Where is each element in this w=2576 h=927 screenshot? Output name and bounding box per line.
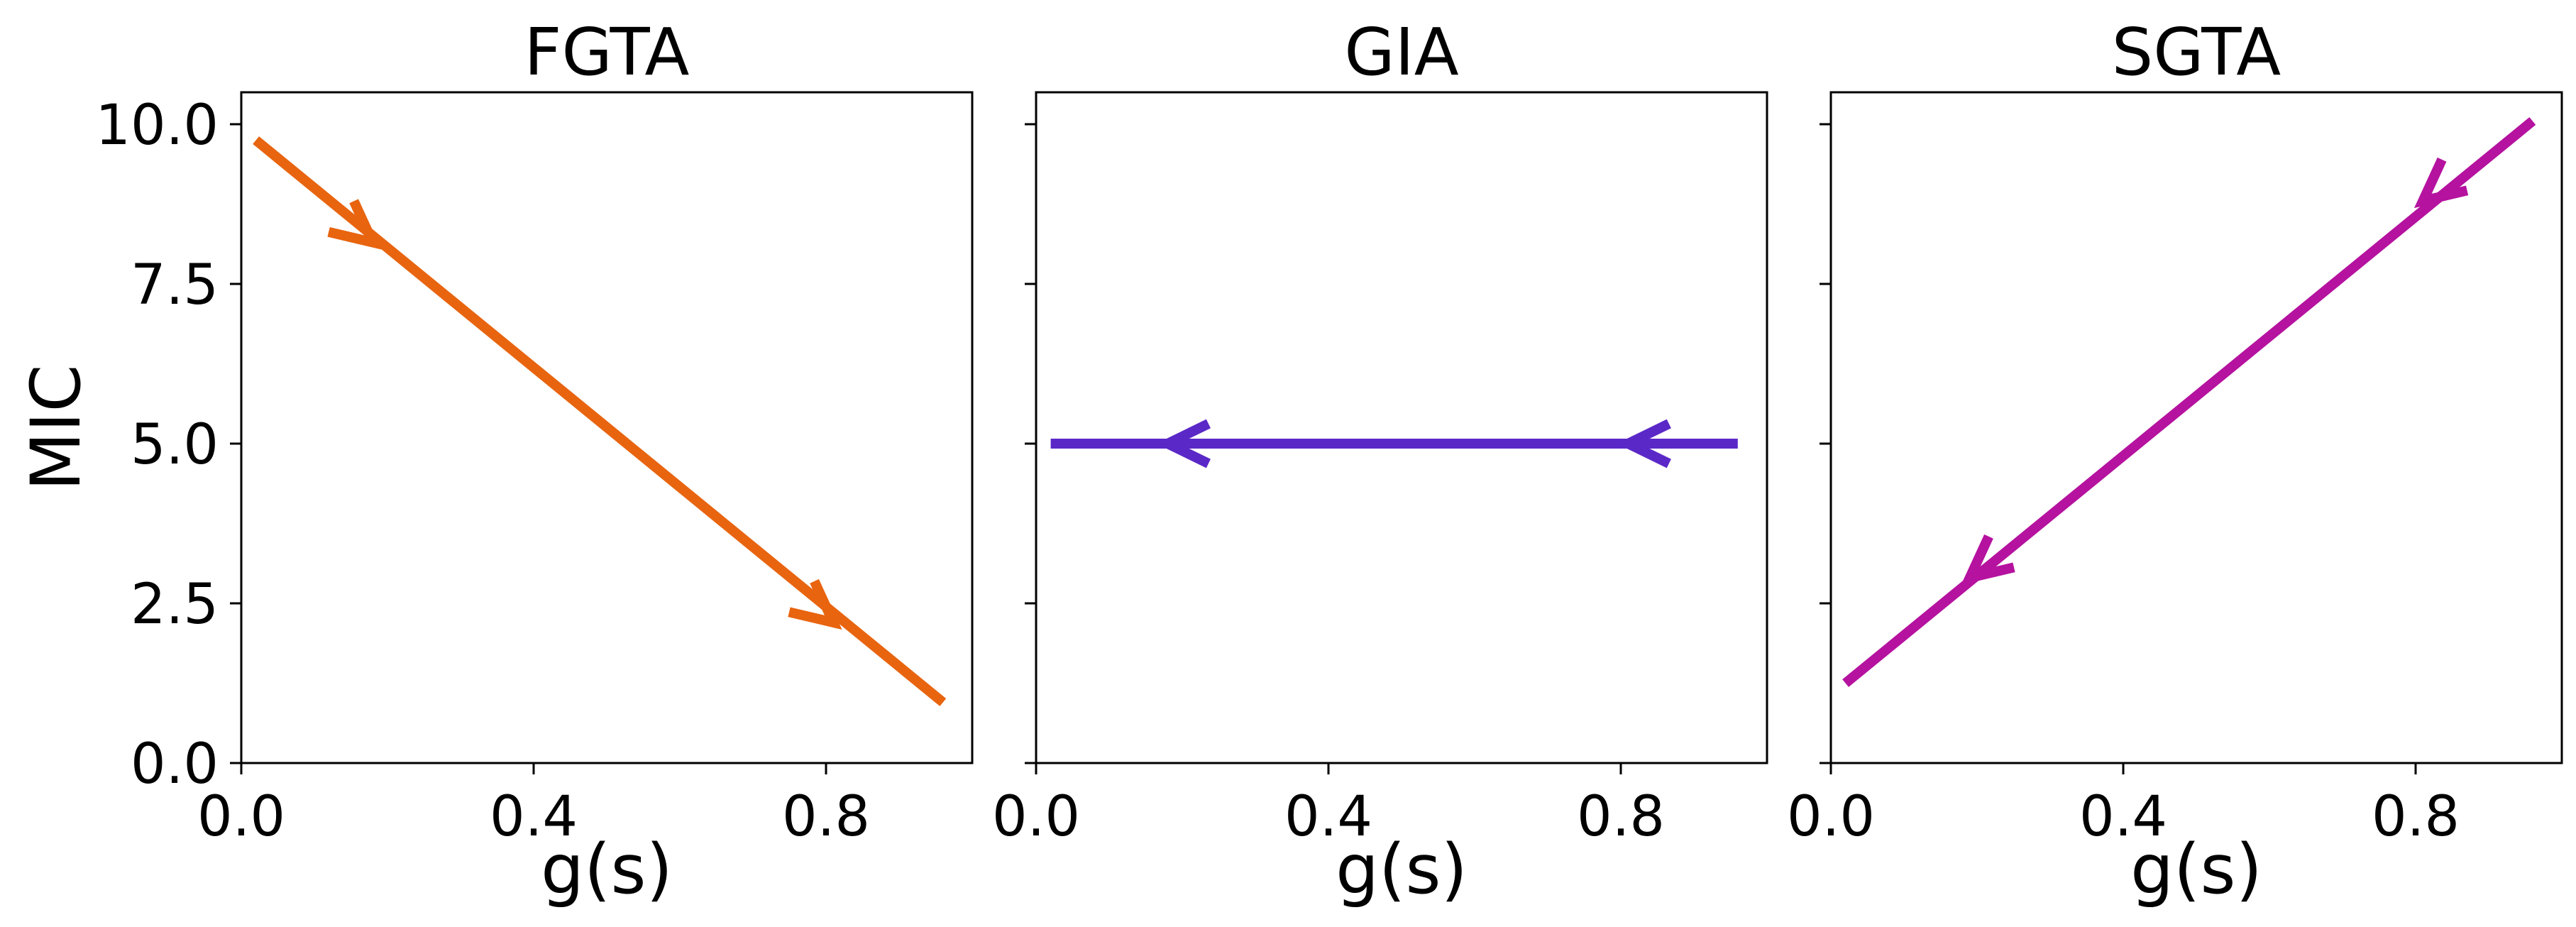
x-tick-label: 0.4 <box>1284 785 1372 849</box>
series-line <box>1842 117 2536 687</box>
axis-ticks-gia: 0.0 0.4 0.8 <box>992 123 1665 849</box>
chart-panel-gia: GIA g(s) 0.0 0.4 0.8 <box>992 14 1768 909</box>
x-axis-label-sgta: g(s) <box>2130 830 2262 909</box>
x-tick-label: 0.8 <box>782 785 870 849</box>
chart-panel-sgta: SGTA g(s) 0.0 0.4 0.8 <box>1787 14 2563 909</box>
y-tick-label: 0.0 <box>131 733 219 796</box>
data-marks-sgta <box>1842 117 2536 687</box>
x-tick-label: 0.0 <box>197 785 285 849</box>
chart-title-sgta: SGTA <box>2112 14 2281 90</box>
x-axis-label-gia: g(s) <box>1336 830 1468 909</box>
data-marks-fgta <box>253 136 947 706</box>
y-axis-label-mic: MIC <box>16 364 96 490</box>
y-tick-label: 2.5 <box>131 573 219 637</box>
direction-arrow-marker <box>788 578 842 630</box>
y-tick-label: 5.0 <box>131 413 219 477</box>
x-tick-label: 0.8 <box>2372 785 2460 849</box>
x-tick-label: 0.4 <box>490 785 578 849</box>
y-tick-label: 7.5 <box>131 253 219 317</box>
data-marks-gia <box>1050 419 1738 468</box>
chart-title-gia: GIA <box>1344 14 1458 90</box>
direction-arrow-marker <box>1156 419 1211 468</box>
direction-arrow-marker <box>1617 419 1671 468</box>
direction-arrow-marker <box>327 199 382 250</box>
axis-ticks-fgta: 0.0 0.4 0.8 0.0 2.5 5.0 7.5 10.0 <box>95 94 870 849</box>
direction-arrow-marker <box>2413 157 2469 209</box>
chart-title-fgta: FGTA <box>524 14 690 90</box>
plot-frame-sgta <box>1829 91 2563 764</box>
y-tick-label: 10.0 <box>95 94 219 158</box>
chart-panel-fgta: FGTA g(s) MIC 0.0 0.4 0.8 0.0 2.5 5.0 7.5 10.0 <box>16 14 974 909</box>
series-line <box>253 136 947 706</box>
plot-frame-gia <box>1035 91 1768 764</box>
x-axis-label-fgta: g(s) <box>541 830 673 909</box>
axis-ticks-sgta: 0.0 0.4 0.8 <box>1787 123 2460 849</box>
x-tick-label: 0.8 <box>1577 785 1665 849</box>
x-tick-label: 0.0 <box>992 785 1080 849</box>
direction-arrow-marker <box>1961 534 2015 586</box>
plot-frame-fgta <box>240 91 974 764</box>
x-tick-label: 0.0 <box>1787 785 1875 849</box>
x-tick-label: 0.4 <box>2079 785 2167 849</box>
